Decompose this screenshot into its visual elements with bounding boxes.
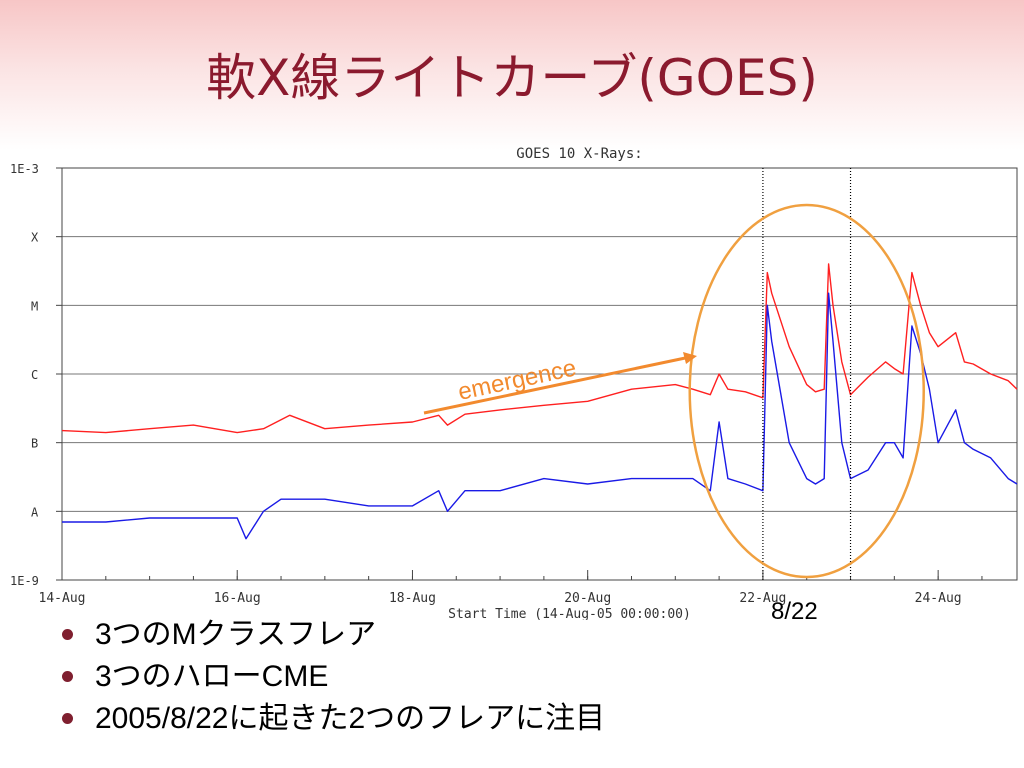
y-tick-label: 1E-9 bbox=[10, 574, 39, 588]
y-tick-label: X bbox=[31, 231, 39, 245]
y-tick-label: B bbox=[31, 437, 38, 451]
chart-grid bbox=[62, 236, 1017, 512]
date-callout: 8/22 bbox=[771, 598, 818, 625]
bullet-dot-icon bbox=[62, 670, 73, 682]
x-tick-label: 22-Aug bbox=[739, 591, 786, 606]
series-line-blue bbox=[62, 292, 1018, 540]
chart-axes: 1E-3 X M C B A 1E-914-Aug 16-Aug 18-Aug 20-Aug 22-… bbox=[10, 146, 1018, 620]
bullet-item: 3つのハローCME bbox=[62, 656, 605, 698]
y-tick-label: 1E-3 bbox=[10, 162, 39, 176]
y-tick-label: M bbox=[31, 299, 38, 313]
title-band bbox=[0, 0, 1024, 150]
x-tick-label: 14-Aug bbox=[39, 591, 86, 606]
x-axis-label: Start Time (14-Aug-05 00:00:00) bbox=[448, 607, 691, 620]
y-tick-label: A bbox=[31, 505, 39, 519]
highlight-ellipse bbox=[688, 203, 925, 579]
bullet-dot-icon bbox=[62, 628, 73, 640]
slide-title: 軟X線ライトカーブ(GOES) bbox=[206, 49, 818, 107]
goes-xray-chart: 1E-3 X M C B A 1E-914-Aug 16-Aug 18-Aug 20-Aug 22-… bbox=[10, 146, 1018, 620]
y-tick-label: C bbox=[31, 368, 38, 382]
chart-title: GOES 10 X-Rays: bbox=[516, 146, 642, 162]
emergence-label: emergence bbox=[456, 354, 579, 405]
bullet-text: 3つのハローCME bbox=[95, 660, 329, 693]
x-tick-label: 24-Aug bbox=[915, 591, 962, 606]
bullet-list: 3つのMクラスフレア 3つのハローCME 2005/8/22に起きた2つのフレア… bbox=[62, 614, 605, 740]
bullet-dot-icon bbox=[62, 712, 73, 724]
x-tick-label: 20-Aug bbox=[564, 591, 611, 606]
chart-annotations: emergence bbox=[423, 203, 925, 579]
x-tick-label: 16-Aug bbox=[214, 591, 261, 606]
bullet-item: 3つのMクラスフレア bbox=[62, 614, 605, 656]
bullet-text: 2005/8/22に起きた2つのフレアに注目 bbox=[95, 702, 606, 735]
bullet-item: 2005/8/22に起きた2つのフレアに注目 bbox=[62, 698, 605, 740]
emergence-arrow-head bbox=[683, 352, 697, 364]
x-tick-label: 18-Aug bbox=[389, 591, 436, 606]
series-line-red bbox=[61, 263, 1018, 434]
bullet-text: 3つのMクラスフレア bbox=[95, 618, 377, 651]
emergence-arrow-shaft bbox=[423, 355, 691, 415]
